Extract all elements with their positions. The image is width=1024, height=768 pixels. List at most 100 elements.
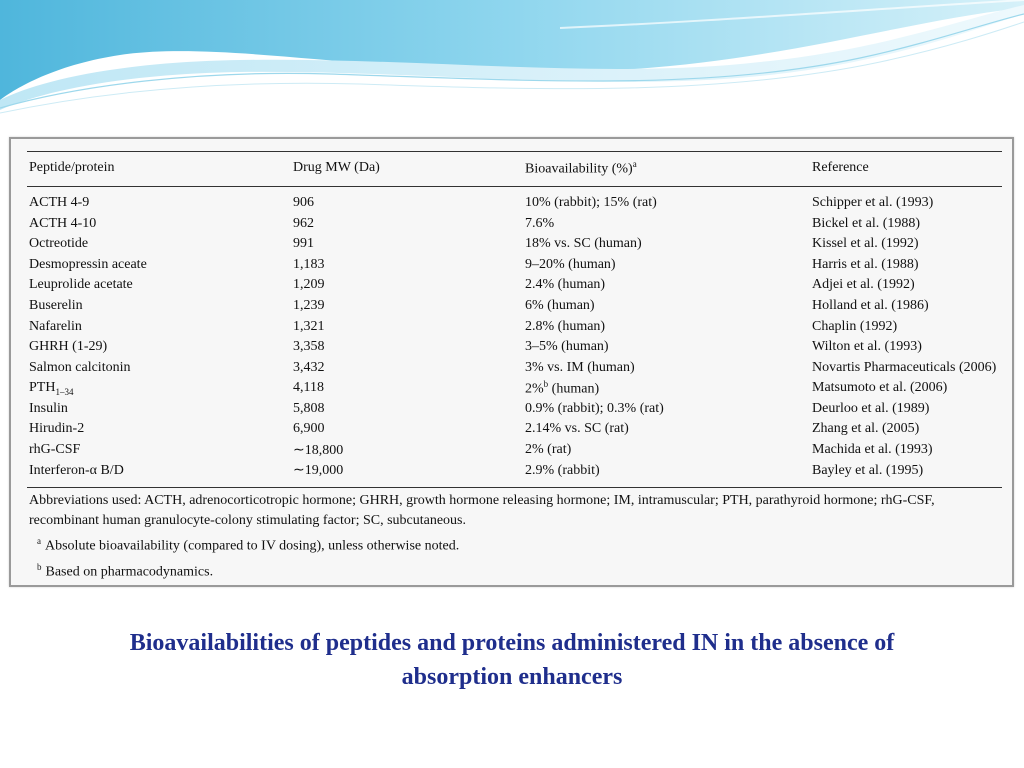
cell-reference: Schipper et al. (1993) — [812, 194, 934, 210]
table-figure: Peptide/protein Drug MW (Da) Bioavailabi… — [9, 137, 1014, 587]
table-footnotes: Abbreviations used: ACTH, adrenocorticot… — [29, 491, 1004, 582]
table-row: ACTH 4-10 962 7.6% Bickel et al. (1988) — [27, 213, 1002, 234]
peptide-name: GHRH (1-29) — [29, 339, 108, 355]
cell-bioavailability: 2.9% (rabbit) — [523, 460, 810, 488]
cell-mw: 3,432 — [293, 359, 325, 375]
table-row: Insulin 5,808 0.9% (rabbit); 0.3% (rat) Deu… — [27, 399, 1002, 420]
cell-reference: Deurloo et al. (1989) — [812, 400, 930, 416]
table-header-row: Peptide/protein Drug MW (Da) Bioavailabi… — [27, 151, 1002, 187]
peptide-name: PTH — [29, 379, 56, 395]
cell-peptide: Leuprolide acetate — [27, 275, 291, 296]
header-bio-text: Bioavailability (%) — [525, 161, 633, 177]
bioavailability-value: 2.14% vs. SC (rat) — [525, 421, 629, 437]
cell-mw: 3,358 — [293, 339, 325, 355]
cell-peptide: ACTH 4-10 — [27, 213, 291, 234]
cell-peptide: Buserelin — [27, 296, 291, 317]
bioavailability-value: 10% (rabbit); 15% (rat) — [525, 194, 657, 210]
peptide-name: Interferon-α B/D — [29, 462, 124, 478]
cell-peptide: Hirudin-2 — [27, 419, 291, 440]
cell-reference: Chaplin (1992) — [812, 318, 898, 334]
cell-mw: 1,239 — [293, 297, 325, 313]
cell-bioavailability: 2.14% vs. SC (rat) — [523, 419, 810, 440]
cell-mw: 1,183 — [293, 256, 325, 272]
bioavailability-value: 2% (rat) — [525, 442, 572, 458]
peptide-name: Nafarelin — [29, 318, 82, 334]
cell-bioavailability: 0.9% (rabbit); 0.3% (rat) — [523, 399, 810, 420]
cell-reference: Bayley et al. (1995) — [810, 460, 1002, 488]
cell-bioavailability: 2.4% (human) — [523, 275, 810, 296]
cell-peptide: PTH1–34 — [27, 378, 291, 399]
cell-peptide: Insulin — [27, 399, 291, 420]
header-mw: Drug MW (Da) — [291, 151, 523, 187]
cell-reference: Bickel et al. (1988) — [812, 215, 921, 231]
bioavailability-value: 9–20% (human) — [525, 256, 616, 272]
bioavailability-value: 2.8% (human) — [525, 318, 606, 334]
cell-mw: 6,900 — [293, 421, 325, 437]
peptide-name: Insulin — [29, 400, 68, 416]
bioavailability-value: 18% vs. SC (human) — [525, 236, 642, 252]
table-row: rhG-CSF ∼18,800 2% (rat) Machida et al. (19… — [27, 440, 1002, 461]
peptide-name: Buserelin — [29, 297, 83, 313]
bioavailability-value: 7.6% — [525, 215, 555, 231]
footnote-a-mark: a — [37, 536, 41, 546]
cell-reference: Holland et al. (1986) — [812, 297, 929, 313]
cell-peptide: Desmopressin aceate — [27, 254, 291, 275]
table-row: Salmon calcitonin 3,432 3% vs. IM (human) N… — [27, 357, 1002, 378]
footnote-b-text: Based on pharmacodynamics. — [45, 564, 214, 580]
peptide-name: ACTH 4-9 — [29, 194, 90, 210]
peptide-name: Desmopressin aceate — [29, 256, 147, 272]
bioavailability-value: 3% vs. IM (human) — [525, 359, 635, 375]
cell-bioavailability: 2%b (human) — [523, 378, 810, 399]
cell-mw: 5,808 — [293, 400, 325, 416]
cell-bioavailability: 9–20% (human) — [523, 254, 810, 275]
cell-bioavailability: 2% (rat) — [523, 440, 810, 461]
caption-line-2: absorption enhancers — [401, 664, 623, 690]
cell-peptide: ACTH 4-9 — [27, 186, 291, 213]
cell-bioavailability: 3% vs. IM (human) — [523, 357, 810, 378]
bioavailability-value: 2.9% (rabbit) — [525, 462, 600, 478]
footnote-a-text: Absolute bioavailability (compared to IV… — [45, 538, 460, 554]
peptide-name: Hirudin-2 — [29, 421, 85, 437]
cell-mw: 962 — [293, 215, 314, 231]
table-row: Leuprolide acetate 1,209 2.4% (human) Adjei… — [27, 275, 1002, 296]
footnote-abbreviations: Abbreviations used: ACTH, adrenocorticot… — [29, 493, 935, 528]
bioavailability-value: 2% — [525, 381, 544, 397]
bioavailability-footnote-mark: b — [543, 378, 549, 389]
table-row: PTH1–34 4,118 2%b (human) Matsumoto et al. … — [27, 378, 1002, 399]
cell-bioavailability: 18% vs. SC (human) — [523, 234, 810, 255]
footnote-b: b Based on pharmacodynamics. — [29, 557, 1004, 583]
cell-peptide: Octreotide — [27, 234, 291, 255]
cell-reference: Kissel et al. (1992) — [812, 236, 919, 252]
cell-mw: 1,209 — [293, 277, 325, 293]
table-row: Nafarelin 1,321 2.8% (human) Chaplin (1992) — [27, 316, 1002, 337]
cell-reference: Adjei et al. (1992) — [812, 277, 915, 293]
peptide-name: ACTH 4-10 — [29, 215, 97, 231]
bioavailability-value: 6% (human) — [525, 297, 595, 313]
table-body: ACTH 4-9 906 10% (rabbit); 15% (rat) Schipp… — [27, 186, 1002, 488]
bioavailability-value: 0.9% (rabbit); 0.3% (rat) — [525, 400, 664, 416]
cell-reference: Matsumoto et al. (2006) — [812, 380, 948, 396]
bioavailability-value: 2.4% (human) — [525, 277, 606, 293]
cell-mw: 906 — [293, 194, 314, 210]
cell-reference: Wilton et al. (1993) — [812, 339, 922, 355]
peptide-subscript: 1–34 — [55, 386, 74, 397]
cell-mw: 4,118 — [293, 380, 324, 396]
header-peptide: Peptide/protein — [27, 151, 291, 187]
header-bioavailability: Bioavailability (%)a — [523, 151, 810, 187]
table-row: Hirudin-2 6,900 2.14% vs. SC (rat) Zhang et… — [27, 419, 1002, 440]
footnote-a: a Absolute bioavailability (compared to I… — [29, 531, 1004, 557]
peptide-name: rhG-CSF — [29, 442, 81, 458]
cell-peptide: GHRH (1-29) — [27, 337, 291, 358]
footnote-b-mark: b — [37, 561, 42, 572]
cell-mw: 991 — [293, 236, 314, 252]
header-reference: Reference — [810, 151, 1002, 187]
table-row: Octreotide 991 18% vs. SC (human) Kissel et… — [27, 234, 1002, 255]
cell-mw: ∼19,000 — [291, 460, 523, 488]
peptide-name: Leuprolide acetate — [29, 277, 133, 293]
table-row: ACTH 4-9 906 10% (rabbit); 15% (rat) Schipp… — [27, 186, 1002, 213]
cell-mw: ∼18,800 — [293, 442, 344, 458]
table-row: Interferon-α B/D ∼19,000 2.9% (rabbit) Bayl… — [27, 460, 1002, 488]
decorative-wave-banner — [0, 0, 1024, 114]
table-row: Buserelin 1,239 6% (human) Holland et al. (… — [27, 296, 1002, 317]
bioavailability-value: 3–5% (human) — [525, 339, 609, 355]
